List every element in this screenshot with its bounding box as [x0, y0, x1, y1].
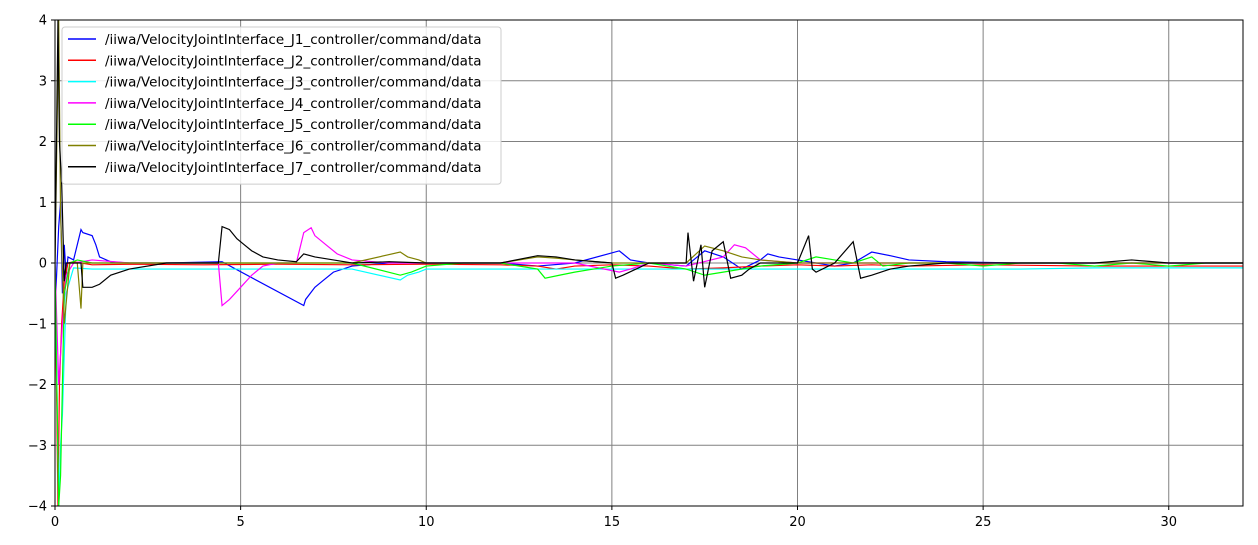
axis-ticks: 0 5 10 15 20 25 30 −4 −3 −2 −1 0 1 2 3 4: [28, 14, 1177, 531]
legend-label-j1: /iiwa/VelocityJointInterface_J1_controll…: [105, 32, 482, 48]
legend-label-j7: /iiwa/VelocityJointInterface_J7_controll…: [105, 160, 482, 176]
y-tick-label: −2: [28, 378, 47, 393]
y-tick-label: −1: [28, 317, 47, 332]
y-tick-label: −4: [28, 500, 47, 515]
legend-label-j5: /iiwa/VelocityJointInterface_J5_controll…: [105, 117, 482, 133]
x-tick-label: 20: [789, 515, 806, 530]
y-tick-label: 3: [39, 74, 47, 89]
x-tick-label: 30: [1160, 515, 1177, 530]
legend-label-j6: /iiwa/VelocityJointInterface_J6_controll…: [105, 139, 482, 155]
x-tick-label: 25: [975, 515, 992, 530]
y-tick-label: −3: [28, 439, 47, 454]
series-layer: [55, 20, 1243, 506]
y-tick-label: 1: [39, 196, 47, 211]
legend-label-j4: /iiwa/VelocityJointInterface_J4_controll…: [105, 96, 482, 112]
y-tick-label: 0: [39, 257, 47, 272]
x-tick-label: 5: [236, 515, 244, 530]
y-tick-label: 2: [39, 135, 47, 150]
legend-label-j3: /iiwa/VelocityJointInterface_J3_controll…: [105, 75, 482, 91]
series-line-j2: [55, 261, 1243, 506]
x-tick-label: 0: [51, 515, 59, 530]
x-tick-label: 15: [604, 515, 621, 530]
x-tick-label: 10: [418, 515, 435, 530]
series-line-j7: [55, 20, 1243, 288]
y-tick-label: 4: [39, 14, 47, 29]
legend: /iiwa/VelocityJointInterface_J1_controll…: [61, 26, 502, 185]
legend-box: [61, 26, 502, 185]
legend-label-j2: /iiwa/VelocityJointInterface_J2_controll…: [105, 53, 482, 69]
